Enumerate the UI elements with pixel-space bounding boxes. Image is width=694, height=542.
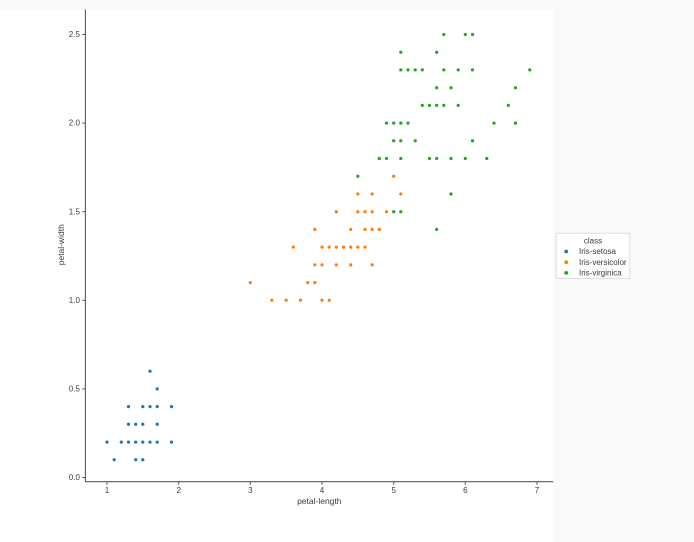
svg-text:1: 1 xyxy=(105,486,110,495)
svg-text:0.0: 0.0 xyxy=(69,473,81,482)
svg-text:petal-width: petal-width xyxy=(56,224,66,265)
svg-text:1.5: 1.5 xyxy=(69,207,81,216)
svg-text:class: class xyxy=(584,236,602,245)
svg-text:3: 3 xyxy=(248,486,253,495)
svg-text:Iris-virginica: Iris-virginica xyxy=(579,269,622,278)
svg-text:0.5: 0.5 xyxy=(69,385,81,394)
svg-text:Iris-setosa: Iris-setosa xyxy=(579,247,616,256)
svg-text:6: 6 xyxy=(463,486,468,495)
svg-text:7: 7 xyxy=(535,486,540,495)
svg-text:5: 5 xyxy=(391,486,396,495)
svg-text:1.0: 1.0 xyxy=(69,296,81,305)
svg-text:petal-length: petal-length xyxy=(297,496,342,506)
svg-text:2.0: 2.0 xyxy=(69,119,81,128)
svg-text:2: 2 xyxy=(176,486,181,495)
svg-text:2.5: 2.5 xyxy=(69,30,81,39)
svg-text:Iris-versicolor: Iris-versicolor xyxy=(579,258,627,267)
svg-text:4: 4 xyxy=(320,486,325,495)
